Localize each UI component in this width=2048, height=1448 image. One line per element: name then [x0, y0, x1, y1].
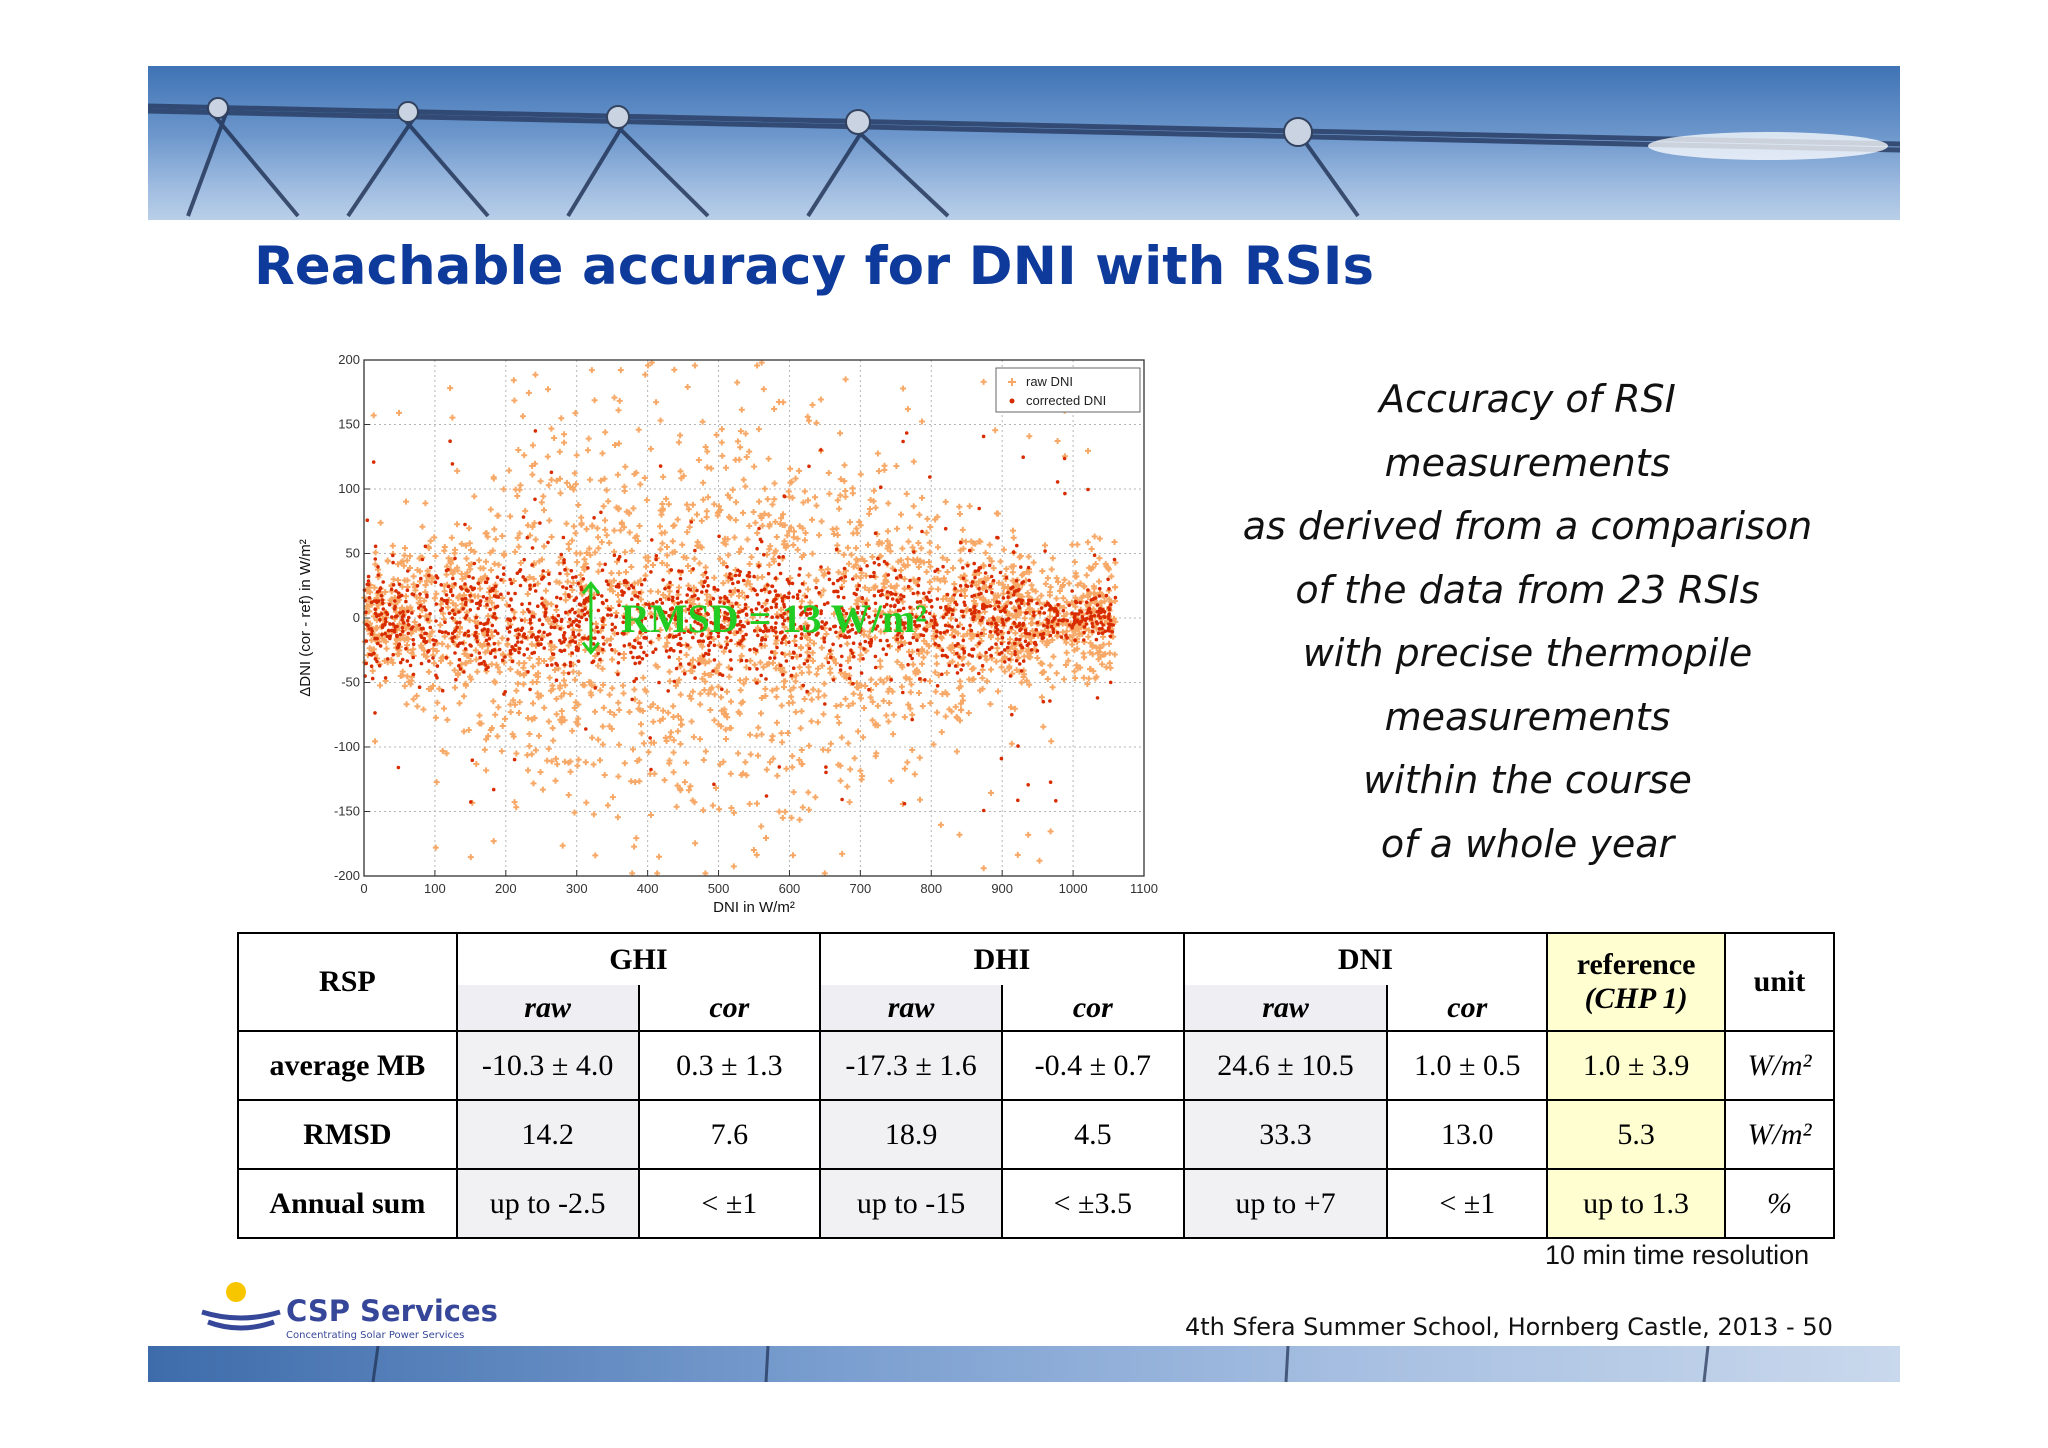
- csp-services-logo: CSP Services Concentrating Solar Power S…: [200, 1278, 500, 1341]
- x-tick-label: 700: [850, 881, 872, 896]
- subheader-dhi-raw: raw: [819, 985, 1003, 1032]
- description-line: measurements: [1384, 440, 1671, 485]
- x-tick-label: 500: [708, 881, 730, 896]
- unit-header: unit: [1724, 932, 1835, 1032]
- y-tick-label: 200: [338, 352, 360, 367]
- table-row: average MB -10.3 ± 4.0 0.3 ± 1.3 -17.3 ±…: [237, 1030, 1835, 1101]
- table-cell: 13.0: [1386, 1099, 1549, 1170]
- table-cell: 18.9: [819, 1099, 1003, 1170]
- x-tick-label: 800: [920, 881, 942, 896]
- group-header-dni: DNI: [1182, 932, 1549, 985]
- reference-title: reference: [1576, 948, 1696, 981]
- description-line: within the course: [1363, 758, 1692, 802]
- y-axis-label: ΔDNI (cor - ref) in W/m²: [297, 539, 314, 697]
- y-tick-label: -200: [334, 868, 360, 883]
- unit-cell: %: [1724, 1168, 1835, 1239]
- y-tick-label: 150: [338, 417, 360, 432]
- group-header-ghi: GHI: [455, 932, 822, 985]
- scatter-chart: 0 100 200 300 400 500 600 700 800 900 1000 1100 200 1…: [290, 340, 1170, 925]
- series-corrected-dni: [362, 429, 1118, 813]
- table-cell: 1.0 ± 0.5: [1386, 1030, 1549, 1101]
- unit-cell: W/m²: [1724, 1099, 1835, 1170]
- y-tick-label: 50: [346, 546, 360, 561]
- table-cell: up to -15: [819, 1168, 1003, 1239]
- footer-text: 4th Sfera Summer School, Hornberg Castle…: [1185, 1313, 1833, 1341]
- table-corner-header: RSP: [237, 932, 458, 1032]
- row-label: Annual sum: [237, 1168, 458, 1239]
- table-cell: 7.6: [637, 1099, 822, 1170]
- slide-title: Reachable accuracy for DNI with RSIs: [254, 236, 1375, 297]
- logo-name: CSP Services: [286, 1294, 498, 1328]
- legend-box: [995, 367, 1141, 413]
- subheader-ghi-cor: cor: [637, 985, 822, 1032]
- table-cell: < ±1: [637, 1168, 822, 1239]
- x-tick-label: 1100: [1130, 881, 1158, 896]
- x-tick-label: 200: [495, 881, 517, 896]
- y-tick-label: 0: [353, 610, 360, 625]
- logo-tagline: Concentrating Solar Power Services: [286, 1330, 465, 1341]
- table-cell: 24.6 ± 10.5: [1182, 1030, 1389, 1101]
- reference-cell: 5.3: [1546, 1099, 1727, 1170]
- description-line: with precise thermopile: [1302, 631, 1753, 675]
- table-cell: 4.5: [1000, 1099, 1185, 1170]
- description-line: Accuracy of RSI: [1379, 377, 1676, 421]
- x-tick-label: 400: [637, 881, 659, 896]
- table-cell: < ±3.5: [1000, 1168, 1185, 1239]
- subheader-dhi-cor: cor: [1000, 985, 1185, 1032]
- y-tick-label: 100: [338, 481, 360, 496]
- description-line: of a whole year: [1380, 821, 1675, 866]
- y-tick-label: -100: [334, 739, 360, 754]
- accuracy-table: RSP GHI DHI DNI reference (CHP 1) unit r…: [237, 932, 1835, 1239]
- table-row: RMSD 14.2 7.6 18.9 4.5 33.3 13.0 5.3 W/m…: [237, 1099, 1835, 1170]
- accuracy-description: Accuracy of RSI measurements as derived …: [1195, 368, 1860, 876]
- table-cell: up to +7: [1182, 1168, 1389, 1239]
- row-label: average MB: [237, 1030, 458, 1101]
- x-tick-label: 100: [424, 881, 446, 896]
- description-line: measurements: [1384, 694, 1671, 739]
- footer-banner-image: [148, 1346, 1900, 1382]
- resolution-note: 10 min time resolution: [1545, 1240, 1810, 1270]
- legend-raw-marker: [1008, 378, 1016, 386]
- subheader-dni-cor: cor: [1386, 985, 1549, 1032]
- table-cell: < ±1: [1386, 1168, 1549, 1239]
- unit-cell: W/m²: [1724, 1030, 1835, 1101]
- reference-cell: 1.0 ± 3.9: [1546, 1030, 1727, 1101]
- table-cell: -17.3 ± 1.6: [819, 1030, 1003, 1101]
- y-tick-label: -50: [341, 675, 360, 690]
- group-header-dhi: DHI: [819, 932, 1185, 985]
- x-tick-label: 900: [991, 881, 1013, 896]
- x-tick-label: 1000: [1059, 881, 1088, 896]
- x-axis-label: DNI in W/m²: [713, 899, 795, 916]
- legend-corrected-marker: [1009, 398, 1015, 404]
- corrected-dni-points: [362, 429, 1118, 813]
- table-row: Annual sum up to -2.5 < ±1 up to -15 < ±…: [237, 1168, 1835, 1239]
- logo-sun-icon: [201, 1282, 281, 1331]
- table-cell: -10.3 ± 4.0: [455, 1030, 640, 1101]
- legend-raw-label: raw DNI: [1026, 374, 1073, 389]
- x-tick-label: 600: [779, 881, 801, 896]
- row-label: RMSD: [237, 1099, 458, 1170]
- reference-header: reference (CHP 1): [1546, 932, 1727, 1032]
- table-cell: up to -2.5: [455, 1168, 640, 1239]
- description-line: as derived from a comparison: [1242, 504, 1813, 548]
- description-line: of the data from 23 RSIs: [1295, 567, 1760, 612]
- table-cell: -0.4 ± 0.7: [1000, 1030, 1185, 1101]
- x-tick-label: 300: [566, 881, 588, 896]
- subheader-dni-raw: raw: [1182, 985, 1389, 1032]
- rmsd-arrow-head-top: [581, 581, 601, 595]
- rmsd-arrow-head-bottom: [581, 641, 601, 655]
- rmsd-annotation: RMSD = 13 W/m²: [621, 596, 927, 641]
- y-tick-label: -150: [334, 804, 360, 819]
- table-cell: 0.3 ± 1.3: [637, 1030, 822, 1101]
- legend-corrected-label: corrected DNI: [1026, 393, 1106, 408]
- reference-cell: up to 1.3: [1546, 1168, 1727, 1239]
- table-cell: 33.3: [1182, 1099, 1389, 1170]
- header-banner-image: [148, 66, 1900, 220]
- subheader-ghi-raw: raw: [455, 985, 640, 1032]
- reference-subtitle: (CHP 1): [1584, 982, 1688, 1015]
- x-tick-label: 0: [360, 881, 367, 896]
- table-cell: 14.2: [455, 1099, 640, 1170]
